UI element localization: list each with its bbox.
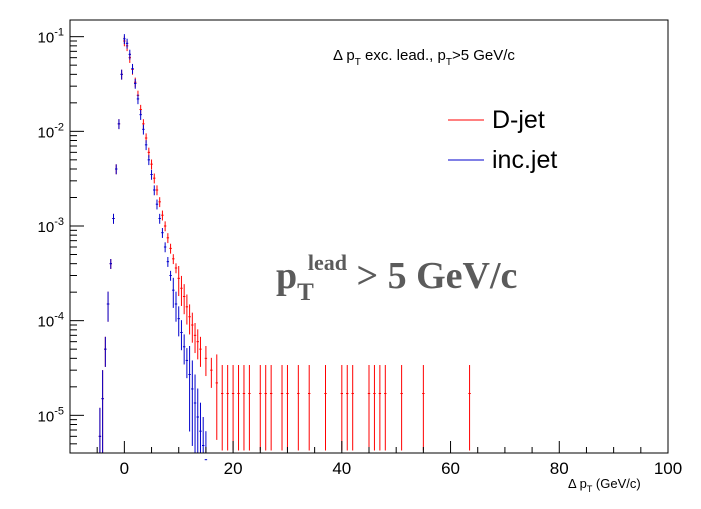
y-tick-label: 10-1: [38, 27, 64, 47]
series-inc-jet: [98, 34, 208, 461]
plot-frame: [69, 19, 669, 454]
x-tick-label: 20: [224, 459, 243, 478]
x-tick-label: 100: [654, 459, 682, 478]
axis-layer: 0 20 40 60 80 100 10-1 10-2 10-3 10-4 10-5: [38, 27, 683, 478]
y-tick-label: 10-5: [38, 405, 64, 425]
legend-item-inc-jet: inc.jet: [448, 146, 557, 174]
legend-label-d-jet: D-jet: [492, 106, 545, 134]
x-tick-label: 0: [120, 459, 129, 478]
y-tick-label: 10-2: [38, 121, 64, 141]
y-tick-label: 10-4: [38, 311, 64, 331]
legend-label-inc-jet: inc.jet: [492, 146, 557, 174]
x-tick-label: 60: [441, 459, 460, 478]
lead-pt-cut-annotation: pTlead > 5 GeV/c: [276, 250, 517, 306]
series-layer: [98, 34, 471, 461]
legend-item-d-jet: D-jet: [448, 106, 545, 134]
y-tick-label: 10-3: [38, 216, 64, 236]
chart-header-annotation: Δ pT exc. lead., pT>5 GeV/c: [333, 47, 515, 68]
x-axis-title: Δ pT (GeV/c): [568, 476, 641, 494]
legend: D-jet inc.jet: [448, 106, 557, 174]
x-tick-label: 40: [332, 459, 351, 478]
x-tick-label: 80: [550, 459, 569, 478]
